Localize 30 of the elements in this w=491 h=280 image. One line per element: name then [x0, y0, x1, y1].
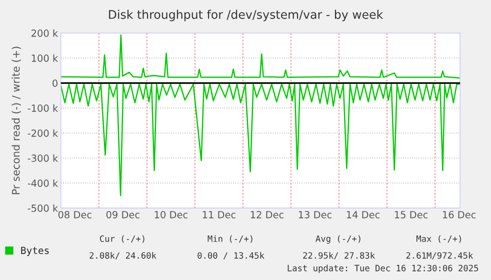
text: 2.08k/ 24.60k	[90, 252, 156, 260]
y-tick-label: -200 k	[28, 129, 58, 137]
text: Cur (-/+)	[100, 235, 144, 243]
text: 0.00 / 13.45k	[198, 252, 264, 260]
x-tick-label: 10 Dec	[154, 210, 188, 218]
text: Max (-/+)	[416, 235, 461, 243]
chart-title: Disk throughput for /dev/system/var - by week	[109, 10, 384, 22]
y-tick-label: -400 k	[28, 179, 58, 187]
x-tick-label: 16 Dec	[442, 210, 476, 218]
x-tick-label: 11 Dec	[202, 211, 236, 218]
line-series	[60, 84, 460, 196]
y-tick-label: -300 k	[28, 154, 58, 162]
text: Avg (-/+)	[316, 235, 360, 244]
y-tick-label: -100 k	[28, 104, 58, 112]
y-axis-title: Pr second read (-) / write (+)	[12, 46, 21, 194]
text: Last update: Tue Dec 16 12:30:06 2025	[288, 264, 478, 273]
x-tick-label: 08 Dec	[58, 210, 92, 218]
y-tick-label: -500 k	[28, 204, 58, 212]
x-tick-label: 13 Dec	[298, 210, 332, 218]
y-tick-label: 100 k	[32, 54, 58, 62]
x-tick-label: 12 Dec	[250, 210, 284, 218]
text: 22.95k/ 27.83k	[303, 252, 375, 260]
y-tick-label: 0	[52, 80, 58, 87]
x-tick-label: 15 Dec	[394, 211, 428, 218]
text: 2.61M/972.45k	[406, 252, 474, 260]
y-tick-label: 200 k	[32, 29, 58, 37]
x-tick-label: 14 Dec	[346, 211, 380, 218]
text: Min (-/+)	[208, 235, 252, 243]
x-tick-label: 09 Dec	[106, 210, 140, 218]
legend-label: Bytes	[21, 246, 49, 256]
